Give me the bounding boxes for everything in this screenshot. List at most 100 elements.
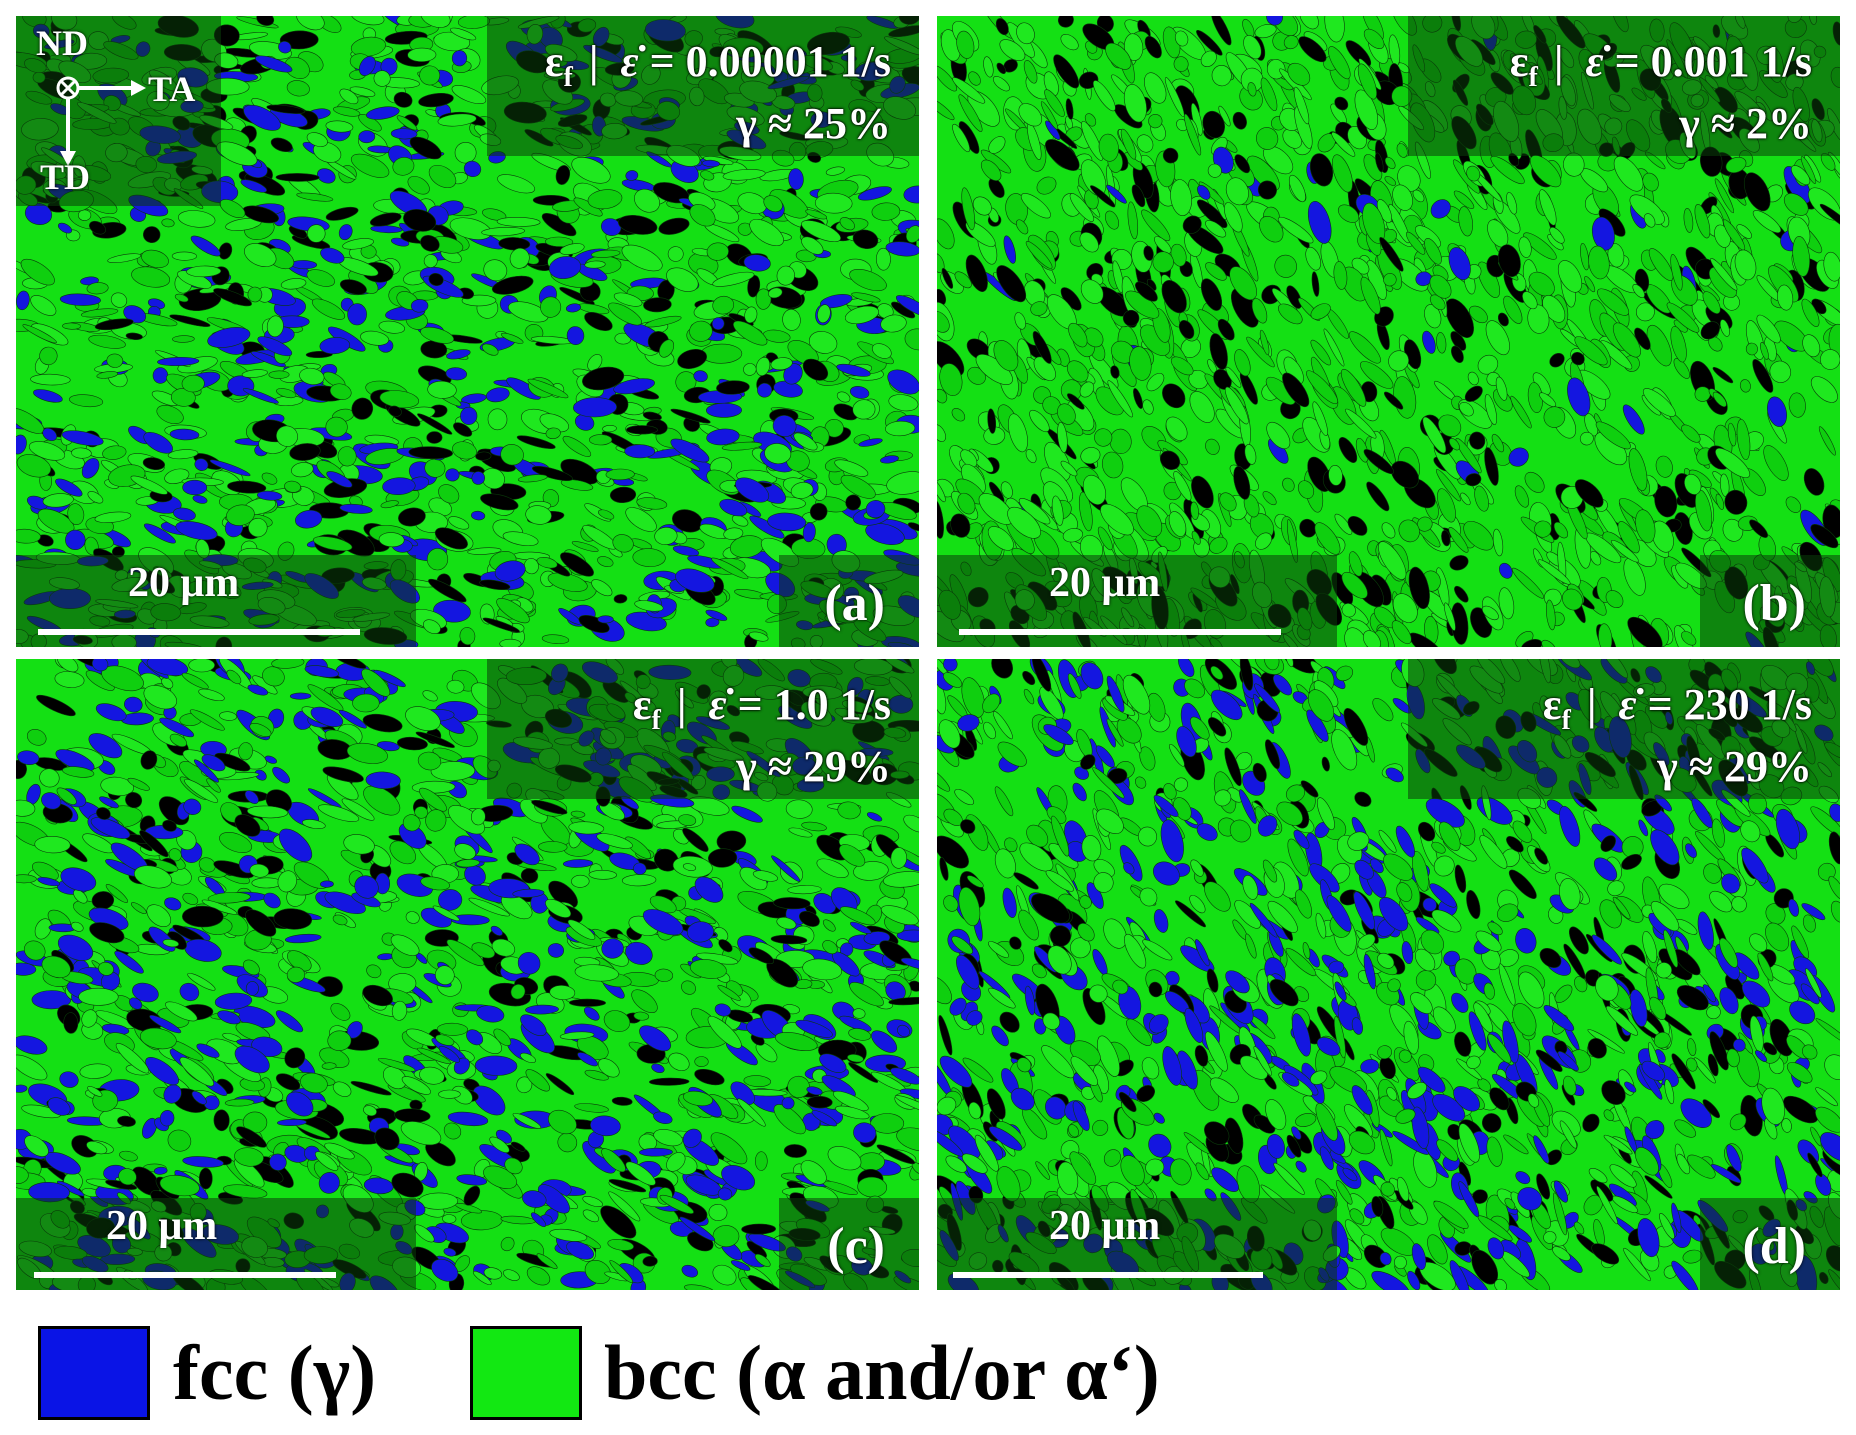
grain — [438, 1089, 461, 1099]
grain — [1057, 16, 1074, 28]
scale-bar — [34, 1272, 336, 1278]
grain — [438, 484, 460, 504]
grain — [388, 405, 402, 417]
grain — [1288, 174, 1306, 203]
grain — [1363, 449, 1395, 475]
grain — [507, 301, 549, 323]
grain — [712, 271, 755, 287]
grain — [694, 1056, 709, 1068]
grain — [1173, 471, 1192, 501]
grain — [705, 609, 728, 621]
grain — [1553, 521, 1569, 539]
grain — [951, 407, 966, 422]
grain — [1129, 346, 1152, 381]
grain — [836, 363, 871, 377]
grain — [1189, 391, 1215, 423]
grain — [1724, 489, 1748, 515]
grain — [1337, 204, 1360, 223]
grain — [299, 367, 325, 385]
grain — [587, 354, 603, 372]
grain — [1200, 50, 1217, 67]
grain — [1348, 331, 1381, 364]
grain — [1146, 372, 1165, 392]
grain — [1752, 210, 1782, 234]
grain — [471, 510, 486, 521]
grain — [636, 497, 668, 510]
grain — [1438, 414, 1462, 438]
grain — [329, 383, 352, 400]
grain — [555, 165, 571, 185]
grain — [1605, 590, 1624, 609]
grain — [1232, 111, 1247, 130]
grain — [965, 254, 988, 292]
grain — [1383, 391, 1404, 410]
grain — [983, 56, 994, 78]
grain — [1040, 101, 1059, 130]
panel-label: (a) — [824, 575, 885, 632]
grain — [175, 521, 218, 541]
grain — [1734, 249, 1757, 281]
grain — [1239, 85, 1263, 111]
grain — [996, 265, 1027, 303]
grain — [801, 220, 842, 243]
grain — [880, 314, 907, 333]
grain — [1266, 421, 1291, 450]
grain — [1098, 133, 1119, 162]
grain — [1642, 388, 1676, 417]
grain — [460, 406, 478, 425]
grain — [1510, 395, 1532, 429]
grain — [584, 260, 606, 269]
austenite-fraction: γ ≈ 29% — [736, 742, 891, 791]
grain — [1044, 441, 1071, 482]
grain — [1079, 231, 1099, 253]
grain — [632, 548, 666, 567]
label-backdrop — [779, 555, 919, 647]
grain — [1459, 401, 1474, 417]
grain — [1702, 291, 1721, 314]
grain — [1057, 421, 1068, 453]
grain — [261, 472, 278, 485]
grain — [22, 324, 57, 344]
grain — [1497, 312, 1509, 327]
grain — [711, 317, 725, 330]
grain — [1345, 40, 1372, 67]
grain — [1100, 503, 1134, 536]
grain — [1422, 330, 1436, 354]
grain — [755, 288, 772, 310]
grain — [1449, 555, 1469, 571]
grain — [602, 424, 617, 433]
grain — [743, 254, 771, 272]
grain — [1719, 319, 1730, 337]
grain — [1207, 163, 1222, 178]
grain — [937, 388, 948, 404]
grain — [326, 471, 353, 488]
grain — [597, 615, 614, 624]
grain — [527, 378, 569, 399]
grain — [1362, 202, 1386, 244]
grain — [325, 416, 348, 438]
grain — [1549, 226, 1565, 244]
grain — [89, 220, 106, 235]
grain — [152, 367, 169, 384]
condition-annotation: εf | ε̇ = 0.001 1/s γ ≈ 2% — [1510, 34, 1812, 152]
grain — [1032, 331, 1052, 364]
grain — [1104, 210, 1120, 230]
grain — [296, 192, 334, 202]
grain — [988, 136, 1006, 154]
grain — [1529, 155, 1562, 188]
grain — [78, 987, 119, 1006]
grain — [226, 504, 255, 526]
grain — [1164, 77, 1185, 118]
grain — [634, 600, 664, 612]
grain — [865, 500, 886, 519]
grain — [1499, 562, 1513, 579]
grain — [1141, 209, 1171, 242]
grain — [1094, 428, 1113, 447]
grain — [1254, 24, 1277, 39]
grain — [776, 265, 795, 286]
grain — [569, 998, 606, 1007]
grain — [1465, 473, 1482, 487]
grain — [1202, 110, 1225, 139]
grain — [1105, 42, 1132, 70]
grain — [1545, 599, 1556, 631]
